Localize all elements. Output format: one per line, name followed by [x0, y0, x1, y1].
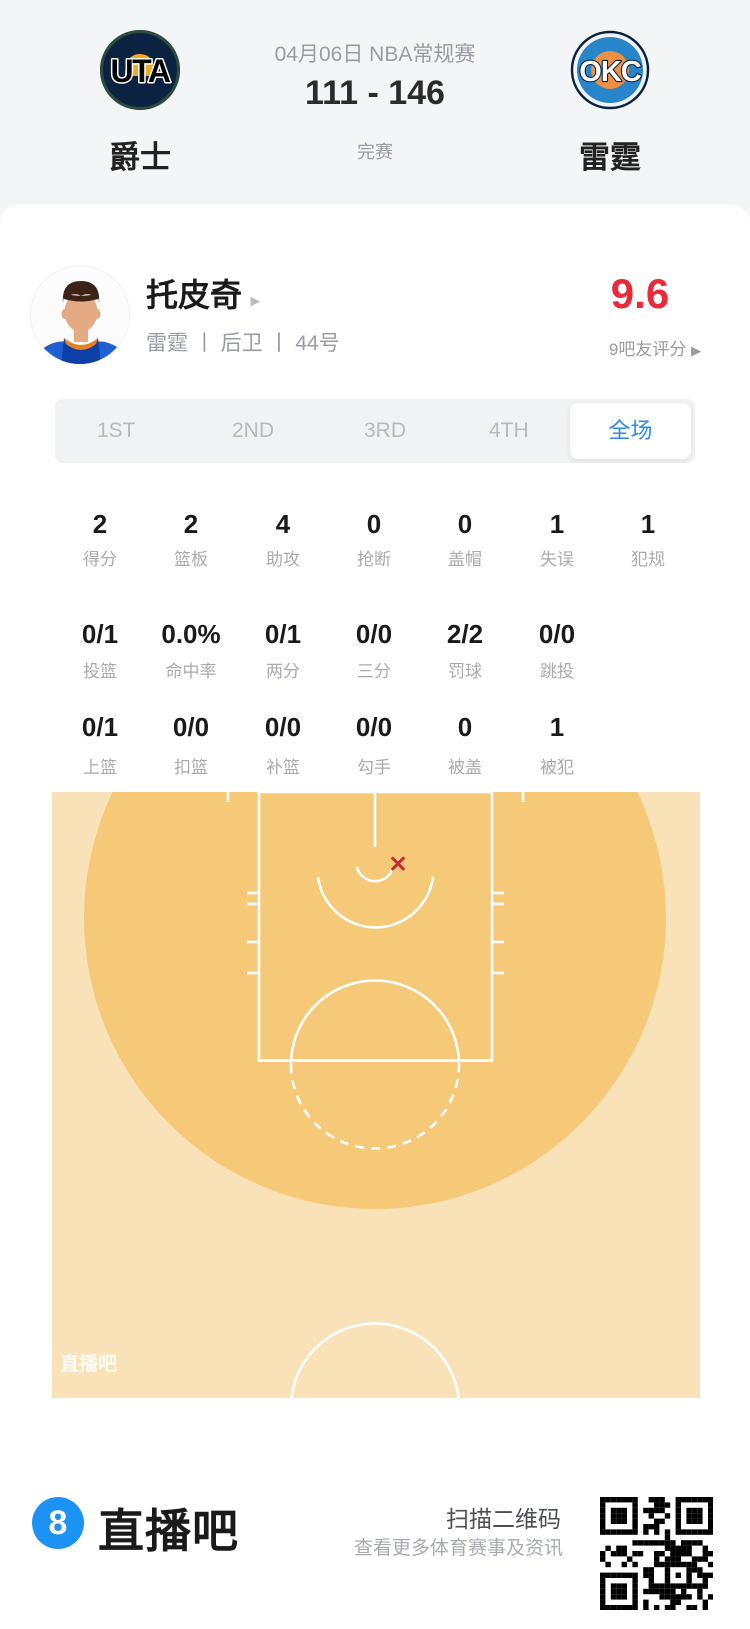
svg-text:直播吧: 直播吧 — [60, 1352, 117, 1375]
svg-text:✕: ✕ — [388, 851, 407, 877]
